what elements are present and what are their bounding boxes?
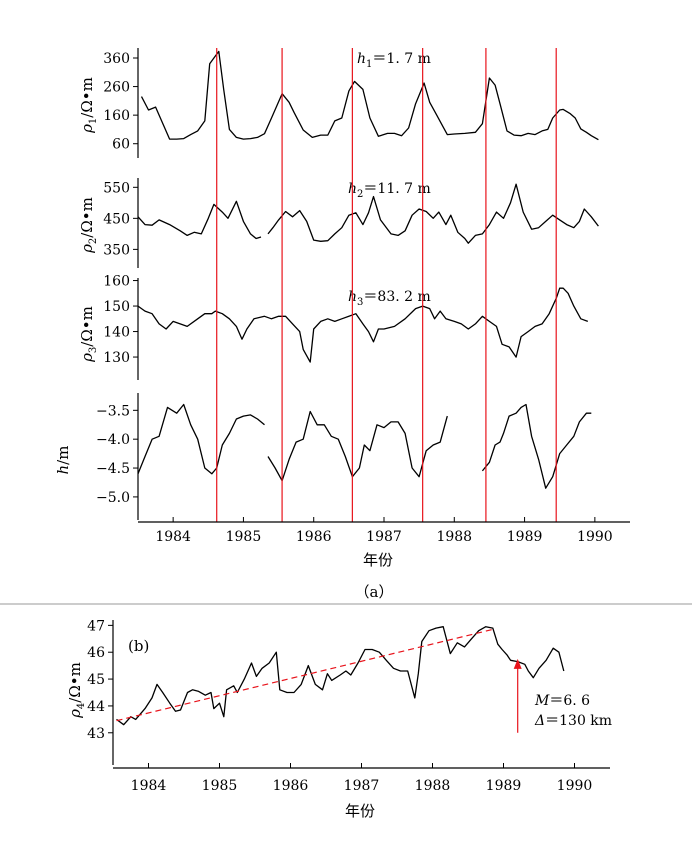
x-tick-label-b: 1989 <box>486 778 522 794</box>
y-tick-label-a1: 360 <box>103 51 130 67</box>
caption-a: （a） <box>355 583 394 601</box>
x-axis-a: 1984 1985 1986 1987 1988 1989 1990 <box>138 517 630 545</box>
trend-line <box>116 628 493 722</box>
depth-annotation-a2: h2＝11. 7 m <box>348 181 431 200</box>
y-axis-label-a1: ρ1/Ω•m <box>78 77 99 134</box>
y-tick-label-b: 46 <box>87 645 105 661</box>
x-tick-label-b: 1988 <box>415 778 451 794</box>
subplot-a4: −3.5 −4.0 −4.5 −5.0 h/m <box>54 393 592 520</box>
earthquake-annotation: Δ＝130 km <box>534 713 612 729</box>
x-tick-label-b: 1987 <box>344 778 380 794</box>
series-line-a4 <box>137 403 265 475</box>
x-tick-label-a: 1990 <box>577 529 613 545</box>
y-tick-label-a3: 130 <box>103 350 130 366</box>
series-line-a2 <box>137 200 262 240</box>
x-tick-label-a: 1987 <box>366 529 402 545</box>
x-tick-label-b: 1985 <box>202 778 238 794</box>
x-axis-title-b: 年份 <box>345 802 375 820</box>
y-tick-label-a2: 450 <box>103 211 130 227</box>
x-tick-label-a: 1989 <box>507 529 543 545</box>
y-tick-label-b: 45 <box>87 672 105 688</box>
y-tick-label-a4: −4.0 <box>96 432 130 448</box>
depth-annotation-a1: h1＝1. 7 m <box>357 51 431 70</box>
y-tick-label-a3: 160 <box>103 274 130 290</box>
earthquake-arrow-head <box>513 658 522 669</box>
earthquake-annotation: M＝6. 6 <box>534 693 590 709</box>
y-tick-label-a1: 60 <box>112 137 130 153</box>
x-tick-label-a: 1988 <box>436 529 472 545</box>
y-tick-label-a2: 550 <box>103 180 130 196</box>
x-axis-title-a: 年份 <box>363 551 393 569</box>
y-tick-label-a4: −4.5 <box>96 461 130 477</box>
y-axis-label-b: ρ4/Ω•m <box>66 662 87 719</box>
series-line-a1 <box>140 50 599 141</box>
x-tick-label-a: 1984 <box>155 529 191 545</box>
y-tick-label-b: 43 <box>87 726 105 742</box>
earthquake-markers <box>216 48 557 522</box>
y-tick-label-a2: 350 <box>103 242 130 258</box>
panel-label-b: (b) <box>128 637 149 655</box>
subplot-b: 43 44 45 46 47 ρ4/Ω•m <box>66 618 565 765</box>
y-tick-label-a3: 150 <box>103 299 130 315</box>
x-tick-label-a: 1986 <box>296 529 332 545</box>
y-axis-label-a3: ρ3/Ω•m <box>78 306 99 363</box>
x-tick-label-b: 1990 <box>557 778 593 794</box>
y-axis-label-a2: ρ2/Ω•m <box>78 197 99 254</box>
y-tick-label-b: 47 <box>87 618 105 634</box>
y-tick-label-a4: −3.5 <box>96 403 130 419</box>
panel-b: 43 44 45 46 47 ρ4/Ω•m 1984 1985 1986 1987 1988 1989… <box>66 618 612 794</box>
x-tick-label-a: 1985 <box>226 529 262 545</box>
depth-annotation-a3: h3＝83. 2 m <box>348 289 431 308</box>
x-tick-label-b: 1986 <box>273 778 309 794</box>
series-line-a4 <box>267 410 448 482</box>
y-tick-label-a4: −5.0 <box>96 490 130 506</box>
y-tick-label-a1: 160 <box>103 108 130 124</box>
series-line-b <box>116 626 565 726</box>
y-tick-label-b: 44 <box>87 699 105 715</box>
y-tick-label-a1: 260 <box>103 80 130 96</box>
series-line-a4 <box>481 403 592 489</box>
y-axis-label-a4: h/m <box>54 446 72 475</box>
y-tick-label-a3: 140 <box>103 325 130 341</box>
series-line-a2 <box>267 183 599 244</box>
x-tick-label-b: 1984 <box>131 778 167 794</box>
